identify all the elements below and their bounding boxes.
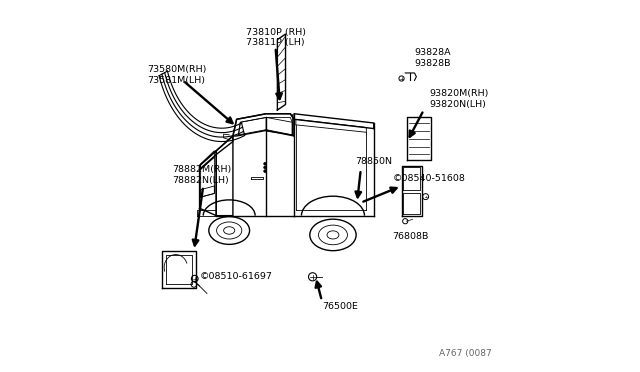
Text: 76500E: 76500E [322,302,358,311]
Circle shape [264,162,267,165]
Circle shape [264,170,267,173]
Text: 78882M(RH)
78882N(LH): 78882M(RH) 78882N(LH) [172,165,231,185]
Text: 93828A
93828B: 93828A 93828B [415,48,451,68]
Text: 78850N: 78850N [355,157,392,166]
Circle shape [264,166,267,169]
Text: 93820M(RH)
93820N(LH): 93820M(RH) 93820N(LH) [429,89,489,109]
Text: 76808B: 76808B [392,231,429,241]
Text: ©08510-61697: ©08510-61697 [200,272,273,281]
Text: 73810P (RH)
73811P (LH): 73810P (RH) 73811P (LH) [246,28,306,48]
Text: 73580M(RH)
73581M(LH): 73580M(RH) 73581M(LH) [148,65,207,84]
Text: ©08540-51608: ©08540-51608 [392,174,465,183]
Text: A767 (0087: A767 (0087 [438,349,492,358]
